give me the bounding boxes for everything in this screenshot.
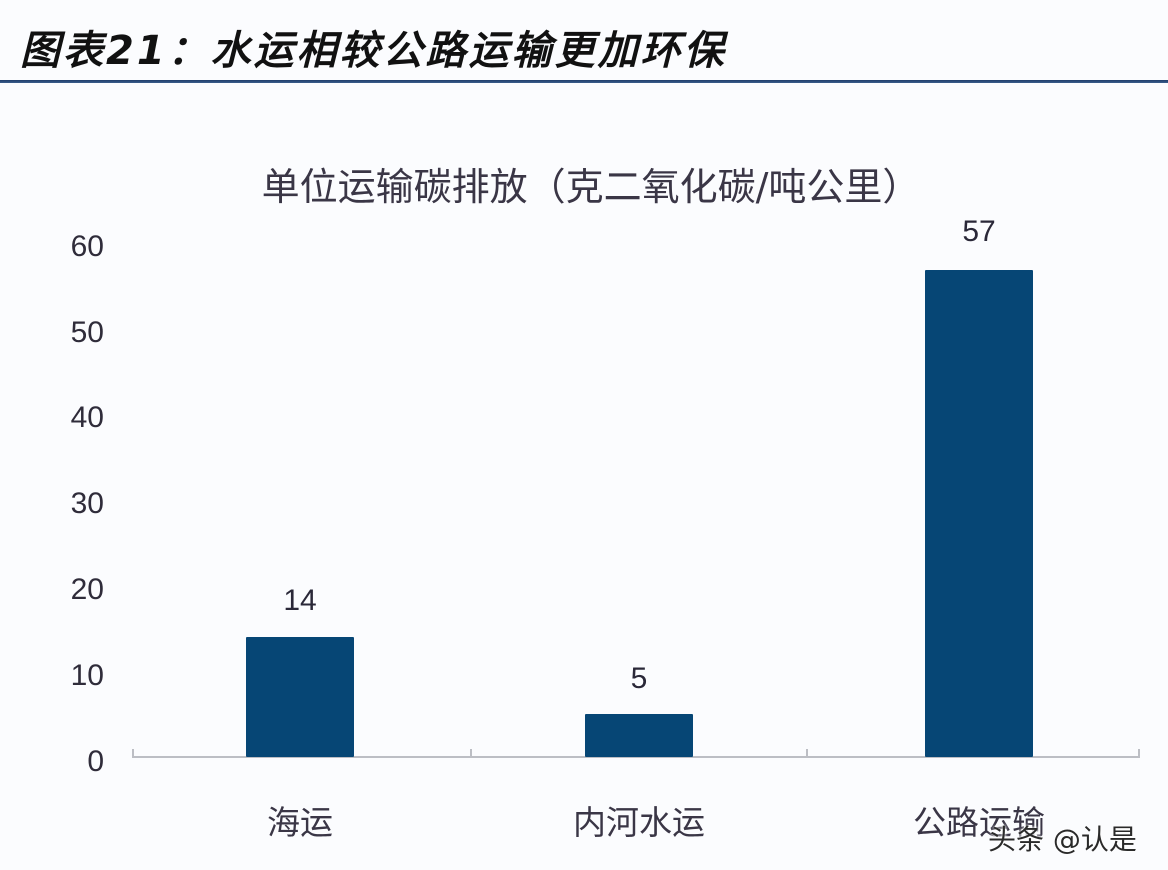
x-category-label: 内河水运: [573, 803, 705, 842]
chart-title: 单位运输碳排放（克二氧化碳/吨公里）: [261, 165, 921, 209]
watermark: 头条 @认是: [988, 823, 1137, 856]
bar-value-label: 14: [283, 584, 317, 617]
y-tick-label: 60: [70, 230, 104, 263]
bar-value-label: 57: [962, 215, 996, 248]
x-category-label: 公路运输: [913, 803, 1045, 842]
x-axis-tick: [806, 749, 808, 757]
y-tick-label: 10: [70, 659, 104, 692]
figure-header: 图表21：水运相较公路运输更加环保: [0, 0, 1168, 84]
y-tick-label: 0: [87, 745, 104, 778]
y-tick-label: 20: [70, 573, 104, 606]
bar-neihe-shuiyun: [585, 714, 693, 757]
x-axis-tick: [132, 749, 134, 757]
bar-value-label: 5: [630, 662, 648, 695]
y-tick-label: 40: [70, 401, 104, 434]
y-tick-label: 30: [70, 487, 104, 520]
header-divider: [0, 80, 1168, 83]
x-axis-tick: [470, 749, 472, 757]
y-tick-label: 50: [70, 316, 104, 349]
bar-gonglu-yunshu: [925, 270, 1033, 757]
x-axis-line: [132, 756, 1140, 758]
x-axis-tick: [1138, 749, 1140, 757]
x-category-label: 海运: [267, 803, 333, 842]
figure-title: 图表21：水运相较公路运输更加环保: [20, 28, 727, 74]
bar-haiyun: [246, 637, 354, 757]
